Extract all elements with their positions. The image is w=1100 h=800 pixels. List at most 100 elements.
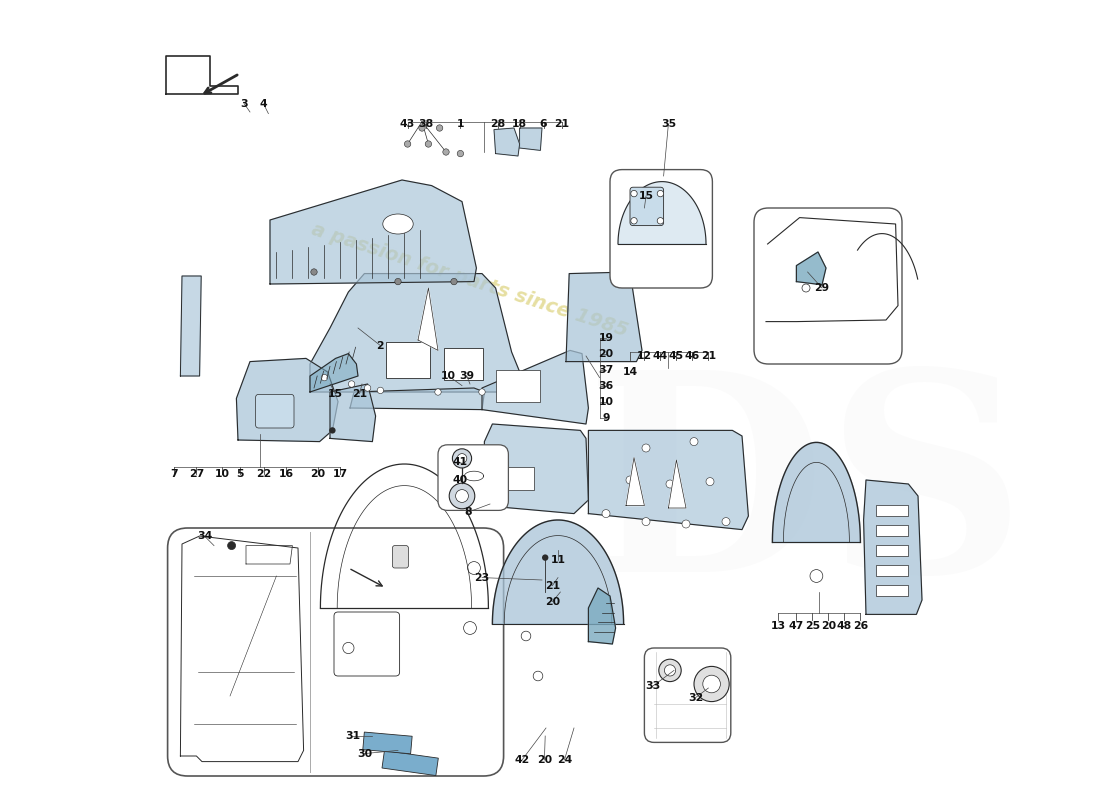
Circle shape — [349, 381, 355, 387]
Text: 23: 23 — [474, 573, 490, 582]
Text: 40: 40 — [453, 475, 468, 485]
Circle shape — [405, 141, 410, 147]
Circle shape — [449, 483, 475, 509]
Circle shape — [666, 480, 674, 488]
Polygon shape — [588, 588, 616, 644]
Text: 28: 28 — [491, 119, 506, 129]
Text: 43: 43 — [400, 119, 415, 129]
Polygon shape — [484, 424, 588, 514]
Circle shape — [642, 444, 650, 452]
Polygon shape — [669, 460, 686, 508]
Circle shape — [498, 389, 505, 395]
Text: 20: 20 — [598, 349, 614, 358]
Text: 37: 37 — [598, 365, 614, 374]
Text: 13: 13 — [770, 621, 785, 630]
Bar — [386, 342, 430, 378]
Circle shape — [512, 385, 518, 391]
Circle shape — [228, 542, 235, 550]
Circle shape — [602, 510, 610, 518]
Polygon shape — [418, 288, 438, 350]
Text: 45: 45 — [669, 351, 684, 361]
Circle shape — [364, 385, 371, 391]
Polygon shape — [493, 520, 624, 624]
Bar — [877, 525, 909, 536]
Text: 21: 21 — [701, 351, 716, 361]
Polygon shape — [588, 430, 748, 530]
Circle shape — [455, 490, 469, 502]
Polygon shape — [310, 274, 522, 392]
Circle shape — [443, 149, 449, 155]
Text: 10: 10 — [214, 469, 230, 478]
Circle shape — [329, 427, 336, 434]
Bar — [877, 505, 909, 516]
Polygon shape — [618, 182, 706, 244]
Polygon shape — [236, 358, 338, 442]
Text: 6: 6 — [540, 119, 548, 129]
Polygon shape — [166, 56, 238, 94]
Circle shape — [642, 518, 650, 526]
Text: 48: 48 — [837, 621, 852, 630]
Text: 46: 46 — [685, 351, 700, 361]
Text: 9: 9 — [603, 413, 609, 422]
Circle shape — [419, 125, 426, 131]
Text: 24: 24 — [557, 755, 572, 765]
Circle shape — [321, 374, 328, 381]
Circle shape — [542, 554, 549, 561]
Text: 32: 32 — [688, 693, 703, 702]
Bar — [444, 348, 483, 380]
Text: 35: 35 — [661, 119, 676, 129]
Text: 8: 8 — [464, 507, 472, 517]
Circle shape — [630, 218, 637, 224]
Text: 47: 47 — [789, 621, 804, 630]
Text: 41: 41 — [453, 458, 468, 467]
Circle shape — [377, 387, 384, 394]
Circle shape — [722, 518, 730, 526]
Text: 5: 5 — [235, 469, 243, 478]
Text: 15: 15 — [638, 191, 653, 201]
Text: 33: 33 — [645, 682, 660, 691]
Polygon shape — [180, 276, 201, 376]
Polygon shape — [796, 252, 826, 285]
FancyBboxPatch shape — [438, 445, 508, 510]
Circle shape — [706, 478, 714, 486]
Text: 21: 21 — [352, 389, 367, 398]
Text: 42: 42 — [515, 755, 529, 765]
Circle shape — [434, 389, 441, 395]
Text: 20: 20 — [310, 469, 326, 478]
Polygon shape — [270, 180, 476, 284]
Circle shape — [626, 476, 634, 484]
FancyBboxPatch shape — [645, 648, 730, 742]
Ellipse shape — [383, 214, 414, 234]
Polygon shape — [330, 384, 375, 442]
Text: 3: 3 — [241, 99, 249, 109]
Text: 16: 16 — [278, 469, 294, 478]
Text: 12: 12 — [637, 351, 652, 361]
Text: 29: 29 — [814, 283, 829, 293]
Circle shape — [694, 666, 729, 702]
Circle shape — [682, 520, 690, 528]
Text: 10: 10 — [441, 371, 455, 381]
FancyBboxPatch shape — [754, 208, 902, 364]
Circle shape — [810, 570, 823, 582]
Polygon shape — [482, 350, 588, 424]
Text: 26: 26 — [852, 621, 868, 630]
Circle shape — [690, 438, 698, 446]
FancyBboxPatch shape — [610, 170, 713, 288]
Circle shape — [451, 278, 458, 285]
Circle shape — [630, 190, 637, 197]
Bar — [502, 467, 534, 490]
Text: 30: 30 — [356, 749, 372, 758]
Text: 1: 1 — [456, 119, 464, 129]
Polygon shape — [626, 458, 645, 506]
Text: 22: 22 — [256, 469, 272, 478]
Polygon shape — [310, 354, 358, 392]
Polygon shape — [566, 272, 642, 362]
Text: 19: 19 — [598, 333, 614, 342]
Text: 20: 20 — [537, 755, 552, 765]
Circle shape — [703, 675, 720, 693]
Text: a passion for parts since 1985: a passion for parts since 1985 — [309, 220, 630, 340]
FancyBboxPatch shape — [393, 546, 408, 568]
Bar — [496, 370, 540, 402]
Circle shape — [521, 631, 531, 641]
Text: 36: 36 — [598, 381, 614, 390]
